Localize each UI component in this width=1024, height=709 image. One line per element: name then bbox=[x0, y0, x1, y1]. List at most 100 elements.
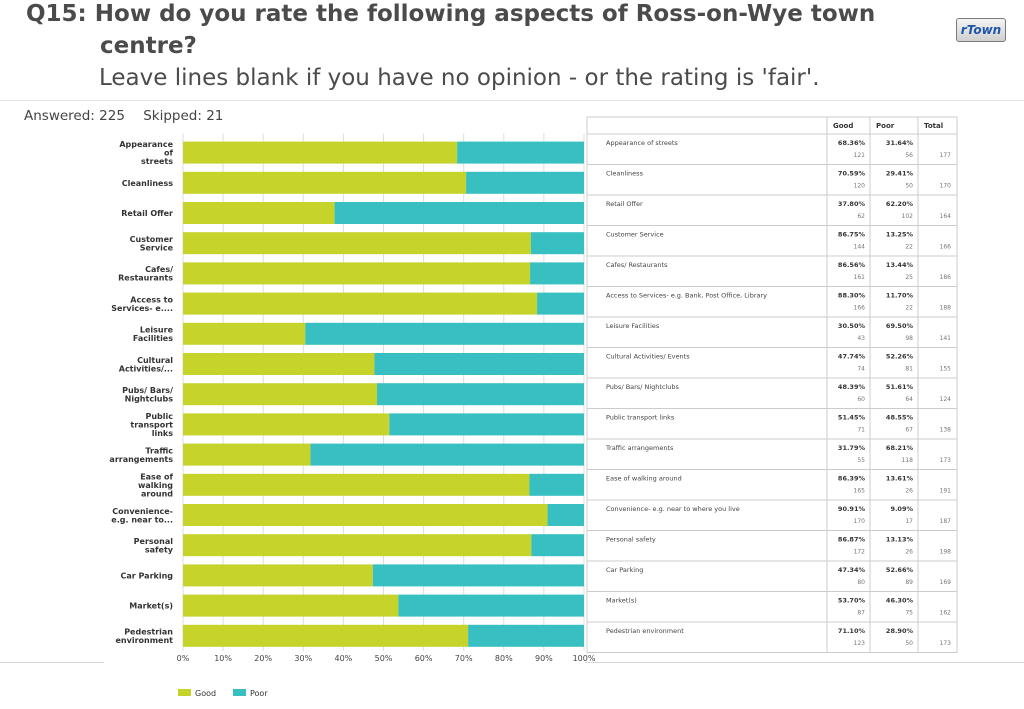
question-header: Q15: How do you rate the following aspec… bbox=[0, 0, 1024, 101]
table-header-good: Good bbox=[833, 122, 853, 130]
bar-poor[interactable] bbox=[457, 141, 584, 164]
bar-poor[interactable] bbox=[468, 624, 584, 647]
table-good-pct: 90.91% bbox=[838, 505, 866, 513]
table-poor-pct: 29.41% bbox=[886, 170, 914, 178]
category-label: Market(s) bbox=[129, 602, 173, 611]
bar-poor[interactable] bbox=[547, 504, 584, 526]
table-good-count: 80 bbox=[857, 579, 865, 586]
skipped-count: Skipped: 21 bbox=[143, 108, 224, 124]
table-good-count: 87 bbox=[857, 610, 865, 617]
table-row-label: Cultural Activities/ Events bbox=[606, 353, 690, 361]
bar-good[interactable] bbox=[183, 262, 531, 285]
table-row-label: Pedestrian environment bbox=[606, 627, 684, 635]
legend-label-good: Good bbox=[195, 689, 216, 698]
bar-poor[interactable] bbox=[530, 262, 584, 285]
bar-poor[interactable] bbox=[398, 594, 584, 617]
bar-good[interactable] bbox=[183, 564, 373, 587]
bar-poor[interactable] bbox=[334, 202, 584, 224]
table-good-count: 170 bbox=[854, 518, 866, 525]
table-total: 173 bbox=[940, 640, 952, 647]
table-total: 188 bbox=[940, 305, 952, 312]
bar-good[interactable] bbox=[183, 141, 458, 164]
table-row-label: Car Parking bbox=[606, 566, 643, 574]
x-tick-label: 30% bbox=[294, 654, 312, 663]
table-header-total: Total bbox=[924, 122, 943, 130]
table-good-pct: 31.79% bbox=[838, 444, 866, 452]
table-poor-pct: 52.66% bbox=[886, 566, 914, 574]
bar-poor[interactable] bbox=[537, 292, 584, 315]
bar-good[interactable] bbox=[183, 202, 335, 224]
bar-good[interactable] bbox=[183, 624, 469, 647]
x-tick-label: 0% bbox=[177, 654, 190, 663]
bar-good[interactable] bbox=[183, 473, 530, 496]
x-tick-label: 80% bbox=[495, 654, 513, 663]
footer-divider-right bbox=[585, 662, 1024, 663]
category-labels: Appearance of streets Cleanliness Retail Off… bbox=[109, 140, 173, 645]
category-label: Pedestrian environment bbox=[116, 628, 174, 646]
category-label: Ease of walking around bbox=[138, 472, 174, 498]
table-good-count: 43 bbox=[857, 335, 865, 342]
table-frame bbox=[586, 116, 958, 653]
bar-poor[interactable] bbox=[466, 171, 584, 194]
table-good-pct: 30.50% bbox=[838, 322, 866, 330]
legend-swatch-poor bbox=[233, 689, 246, 696]
table-good-pct: 86.87% bbox=[838, 536, 866, 544]
table-poor-count: 50 bbox=[905, 183, 913, 190]
bar-good[interactable] bbox=[183, 383, 378, 406]
table-poor-count: 102 bbox=[902, 213, 914, 220]
bar-poor[interactable] bbox=[374, 353, 584, 375]
bar-good[interactable] bbox=[183, 504, 548, 526]
bar-good[interactable] bbox=[183, 534, 532, 557]
table-total: 173 bbox=[940, 457, 952, 464]
table-good-pct: 70.59% bbox=[838, 170, 866, 178]
category-label: Customer Service bbox=[130, 235, 174, 253]
table-poor-count: 67 bbox=[905, 427, 913, 434]
table-header-poor: Poor bbox=[876, 122, 895, 130]
table-poor-pct: 13.13% bbox=[886, 536, 914, 544]
table-total: 186 bbox=[940, 274, 952, 281]
answered-count: Answered: 225 bbox=[24, 108, 125, 124]
table-row-label: Public transport links bbox=[606, 414, 675, 422]
bar-good[interactable] bbox=[183, 232, 531, 255]
table-poor-pct: 31.64% bbox=[886, 139, 914, 147]
bar-good[interactable] bbox=[183, 443, 311, 466]
table-good-pct: 48.39% bbox=[838, 383, 866, 391]
table-good-pct: 47.74% bbox=[838, 353, 866, 361]
table-good-count: 62 bbox=[857, 213, 865, 220]
bar-poor[interactable] bbox=[530, 232, 584, 255]
table-good-pct: 53.70% bbox=[838, 597, 866, 605]
table-total: 141 bbox=[940, 335, 952, 342]
bar-good[interactable] bbox=[183, 353, 375, 375]
table-poor-count: 22 bbox=[905, 244, 913, 251]
table-good-pct: 68.36% bbox=[838, 139, 866, 147]
table-good-pct: 47.34% bbox=[838, 566, 866, 574]
table-good-pct: 37.80% bbox=[838, 200, 866, 208]
bar-poor[interactable] bbox=[389, 413, 584, 436]
x-tick-label: 100% bbox=[573, 654, 596, 663]
bar-poor[interactable] bbox=[372, 564, 584, 587]
table-poor-pct: 68.21% bbox=[886, 444, 914, 452]
bar-good[interactable] bbox=[183, 292, 538, 315]
bar-good[interactable] bbox=[183, 322, 306, 345]
bar-poor[interactable] bbox=[377, 383, 584, 406]
table-row-label: Market(s) bbox=[606, 597, 637, 605]
category-label: Access to Services- e.... bbox=[111, 295, 173, 313]
bar-poor[interactable] bbox=[529, 473, 584, 496]
table-total: 155 bbox=[940, 366, 952, 373]
category-label: Pubs/ Bars/Nightclubs bbox=[122, 386, 173, 404]
bar-poor[interactable] bbox=[305, 322, 584, 345]
table-poor-count: 56 bbox=[905, 152, 913, 159]
bar-poor[interactable] bbox=[310, 443, 584, 466]
bar-good[interactable] bbox=[183, 413, 390, 436]
bar-good[interactable] bbox=[183, 594, 399, 617]
category-label: Retail Offer bbox=[121, 209, 173, 218]
chart-legend: Good Poor bbox=[178, 689, 268, 698]
table-row-label: Cleanliness bbox=[606, 170, 644, 178]
rtown-logo[interactable]: rTown bbox=[956, 18, 1006, 42]
bar-good[interactable] bbox=[183, 171, 467, 194]
bar-poor[interactable] bbox=[531, 534, 584, 557]
footer-divider-left bbox=[0, 662, 104, 663]
question-subtitle: Leave lines blank if you have no opinion… bbox=[99, 65, 820, 91]
table-poor-count: 118 bbox=[902, 457, 914, 464]
table-row-label: Retail Offer bbox=[606, 200, 643, 208]
